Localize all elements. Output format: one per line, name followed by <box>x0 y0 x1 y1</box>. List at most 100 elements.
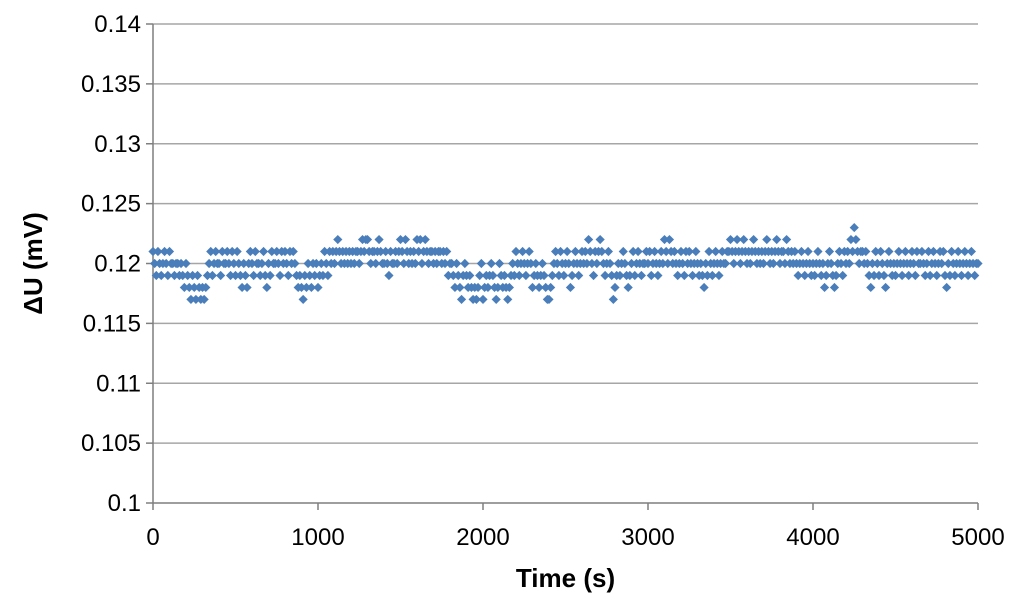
data-point <box>539 270 549 281</box>
data-point <box>511 246 521 257</box>
data-point <box>460 258 470 269</box>
data-point <box>564 258 574 269</box>
data-point <box>310 270 320 281</box>
data-point <box>849 222 859 233</box>
data-point <box>224 258 234 269</box>
data-point <box>417 258 427 269</box>
data-point <box>257 258 267 269</box>
y-tick-label: 0.11 <box>96 370 141 397</box>
data-point <box>320 246 330 257</box>
data-point <box>679 270 689 281</box>
data-point <box>816 270 826 281</box>
data-point <box>907 246 917 257</box>
data-point <box>851 234 861 245</box>
data-point <box>316 258 326 269</box>
data-point <box>810 270 820 281</box>
data-point <box>491 294 501 305</box>
data-point <box>838 270 848 281</box>
data-point <box>595 234 605 245</box>
data-point <box>321 258 331 269</box>
data-point <box>970 270 980 281</box>
y-tick-label: 0.13 <box>94 131 141 158</box>
y-tick-labels: 0.1 0.105 0.11 0.115 0.12 0.125 0.13 0.135 0.14 <box>81 11 141 517</box>
data-point <box>580 246 590 257</box>
data-point <box>376 246 386 257</box>
data-point <box>661 246 671 257</box>
data-point <box>508 258 518 269</box>
data-point <box>592 258 602 269</box>
data-point <box>329 258 340 269</box>
data-point <box>725 234 736 245</box>
data-point <box>237 282 247 293</box>
data-point <box>232 246 242 257</box>
data-point <box>526 258 536 269</box>
data-point <box>164 246 175 257</box>
data-point <box>216 270 226 281</box>
data-point <box>313 282 323 293</box>
data-point <box>684 246 694 257</box>
data-point <box>242 282 252 293</box>
data-point <box>669 246 679 257</box>
data-point <box>701 258 711 269</box>
data-point <box>240 270 250 281</box>
data-point <box>574 270 584 281</box>
data-point <box>650 246 660 257</box>
data-point <box>409 246 419 257</box>
data-point <box>455 282 465 293</box>
data-point <box>298 294 308 305</box>
data-point <box>452 258 462 269</box>
data-point <box>178 270 188 281</box>
data-point <box>442 246 452 257</box>
data-point <box>199 294 209 305</box>
data-point <box>704 246 714 257</box>
data-point <box>349 258 359 269</box>
data-point <box>153 246 163 257</box>
x-tick-labels: 0 1000 2000 3000 4000 5000 <box>146 524 1004 551</box>
data-point <box>782 234 792 245</box>
data-point <box>156 270 166 281</box>
data-point <box>707 270 717 281</box>
data-point <box>615 270 625 281</box>
data-point <box>443 270 453 281</box>
data-point <box>207 270 217 281</box>
data-point <box>768 258 778 269</box>
data-point <box>720 258 731 269</box>
data-point <box>897 270 907 281</box>
data-point <box>559 270 569 281</box>
data-point <box>790 246 800 257</box>
data-point <box>148 246 158 257</box>
x-tick-label: 4000 <box>786 524 839 551</box>
data-point <box>945 270 955 281</box>
data-point <box>818 258 828 269</box>
data-point <box>904 270 914 281</box>
data-point <box>562 246 572 257</box>
data-point <box>714 270 724 281</box>
data-point <box>953 246 963 257</box>
data-point <box>229 258 239 269</box>
data-point <box>227 246 237 257</box>
data-point <box>362 234 373 245</box>
data-point <box>206 246 216 257</box>
data-point <box>333 234 343 245</box>
data-point <box>305 270 315 281</box>
data-point <box>877 258 887 269</box>
x-tick-label: 5000 <box>951 524 1004 551</box>
data-point <box>678 258 688 269</box>
data-point <box>214 258 224 269</box>
data-point <box>831 270 841 281</box>
data-point <box>311 258 321 269</box>
data-point <box>874 270 884 281</box>
data-point <box>696 258 706 269</box>
data-point <box>386 246 396 257</box>
data-point <box>447 258 457 269</box>
data-point <box>432 258 442 269</box>
data-point <box>179 282 189 293</box>
data-point <box>854 258 864 269</box>
data-point <box>493 282 503 293</box>
data-point <box>186 294 196 305</box>
data-point <box>900 246 910 257</box>
data-point <box>235 270 246 281</box>
data-point <box>711 246 721 257</box>
data-point <box>876 246 886 257</box>
data-point <box>392 258 402 269</box>
